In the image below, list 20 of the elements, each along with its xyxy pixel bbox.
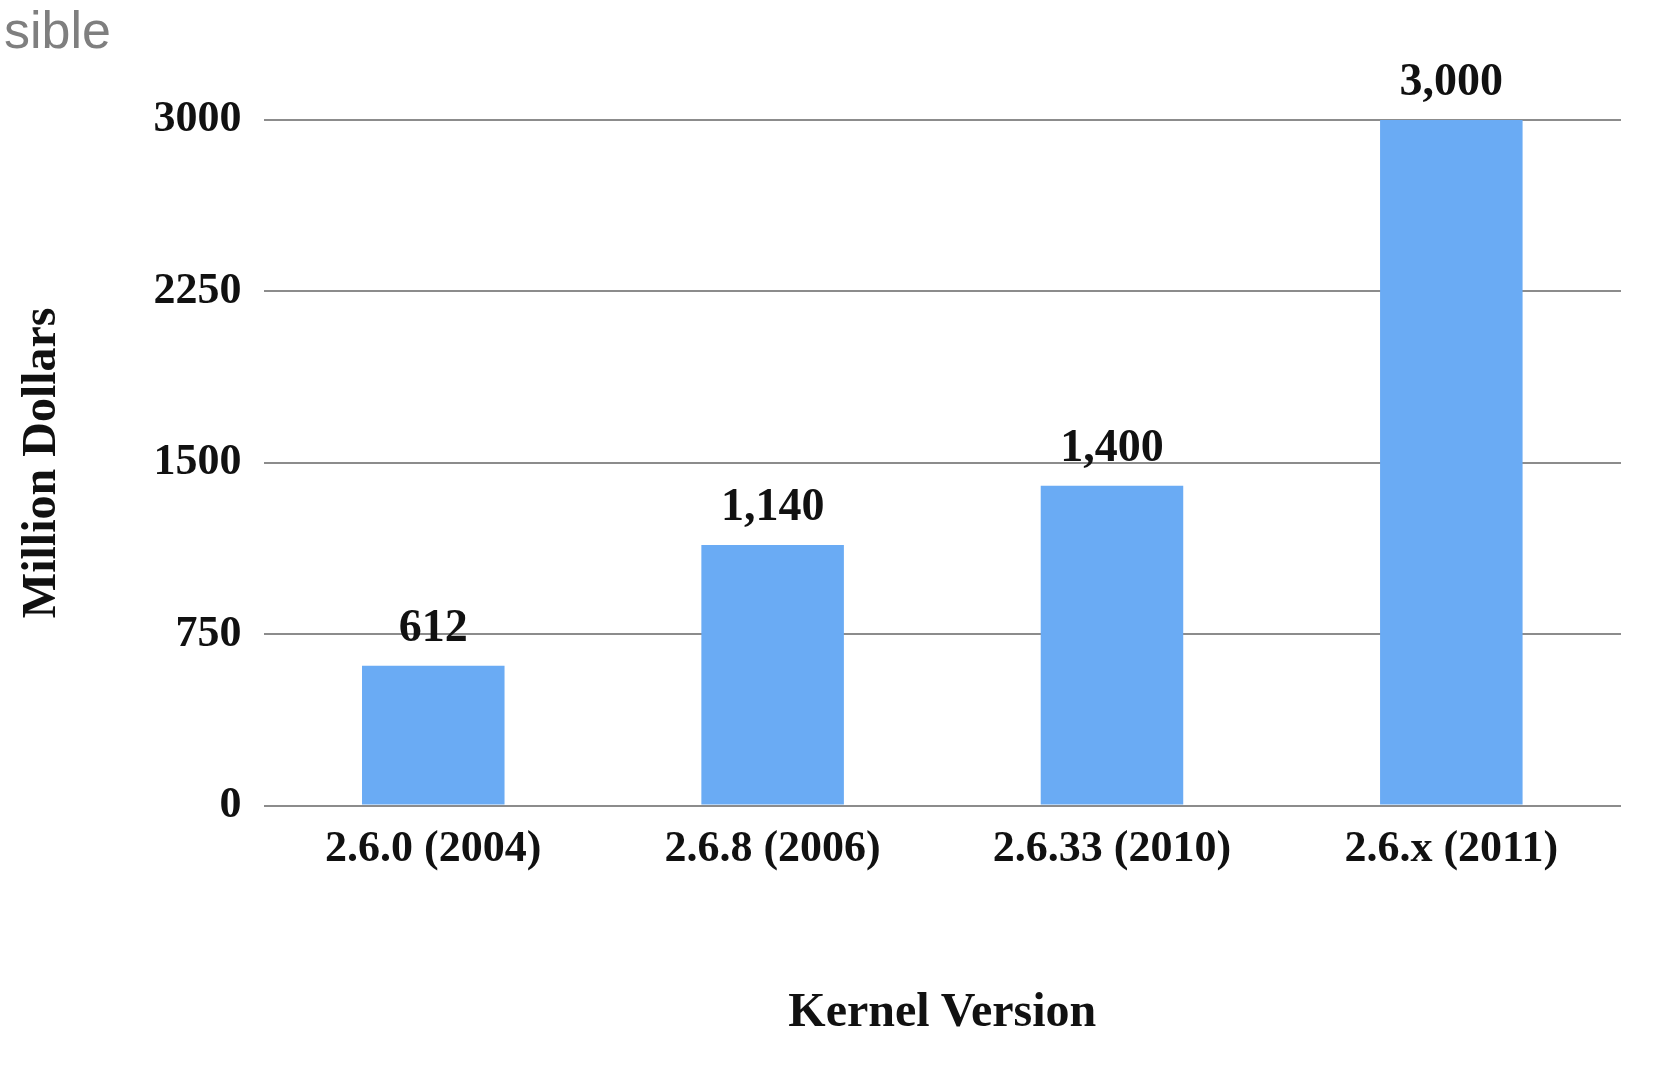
data-label: 612 (398, 599, 468, 651)
text: sible (4, 0, 111, 60)
y-tick-label: 3000 (153, 92, 242, 142)
x-tick-label: 2.6.x (2011) (1344, 822, 1559, 872)
data-label: 3,000 (1399, 53, 1504, 105)
y-axis-title: Million Dollars (12, 307, 66, 619)
x-tick-label: 2.6.33 (2010) (992, 822, 1232, 872)
y-tick-label: 2250 (153, 263, 242, 313)
bar (362, 665, 505, 805)
y-tick-label: 1500 (153, 435, 242, 485)
y-tick-label: 750 (175, 606, 242, 656)
data-label: 1,400 (1060, 419, 1164, 471)
bar (1040, 485, 1184, 805)
y-tick-label: 0 (219, 777, 242, 827)
data-label: 1,140 (720, 478, 825, 530)
x-tick-label: 2.6.8 (2006) (664, 822, 881, 872)
x-axis-title: Kernel Version (788, 982, 1097, 1036)
bar (701, 545, 844, 805)
bar (1380, 120, 1523, 805)
x-tick-label: 2.6.0 (2004) (325, 822, 542, 872)
